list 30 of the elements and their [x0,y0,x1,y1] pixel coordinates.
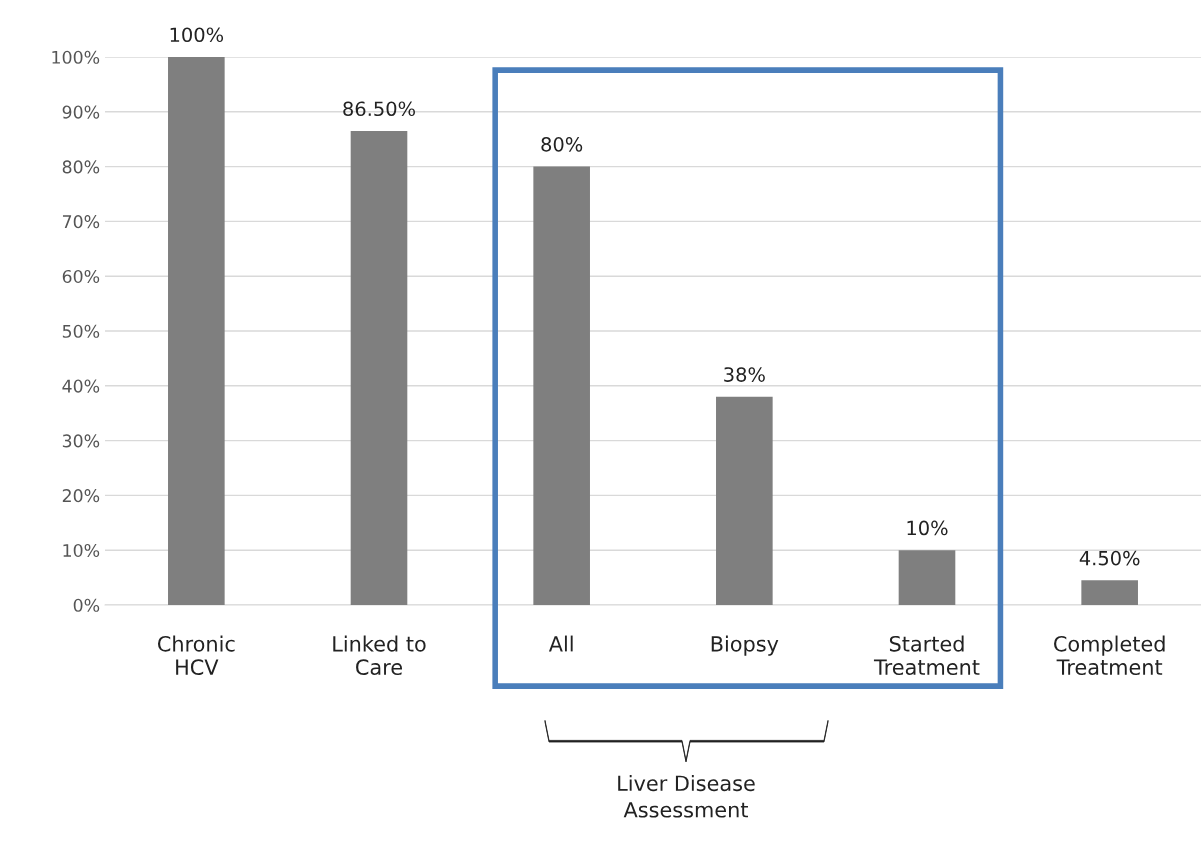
y-tick-label: 80% [62,160,100,174]
data-label: 10% [907,520,948,536]
y-tick-label: 10% [63,543,100,558]
x-tick-label: All [548,635,573,652]
y-tick-label: 100% [52,50,100,64]
y-tick-label: 40% [62,379,100,393]
data-label: 38% [724,367,765,382]
x-tick-label: Linked to Care [333,635,426,676]
text: Liver Disease Assessment [618,775,755,818]
y-tick-label: 90% [62,105,100,119]
y-tick-label: 0% [73,598,100,612]
y-tick-label: 70% [62,215,100,229]
bar [898,550,956,605]
bar [716,396,773,605]
data-label: 86.50% [343,101,415,117]
bar [533,166,590,605]
y-tick-label: 30% [62,434,100,448]
y-tick-label: 20% [62,489,100,503]
data-label: 4.50% [1079,550,1140,566]
y-tick-label: 50% [62,324,100,338]
y-tick-label: 60% [62,269,100,284]
x-tick-label: Biopsy [711,635,779,656]
data-label: 100% [170,27,224,43]
x-tick-label: Started Treatment [873,635,980,676]
bar [350,130,408,605]
x-tick-label: Completed Treatment [1054,635,1165,676]
x-tick-label: Chronic HCV [157,635,235,676]
data-label: 80% [541,137,583,152]
bar [1081,580,1138,605]
bar [168,57,225,605]
